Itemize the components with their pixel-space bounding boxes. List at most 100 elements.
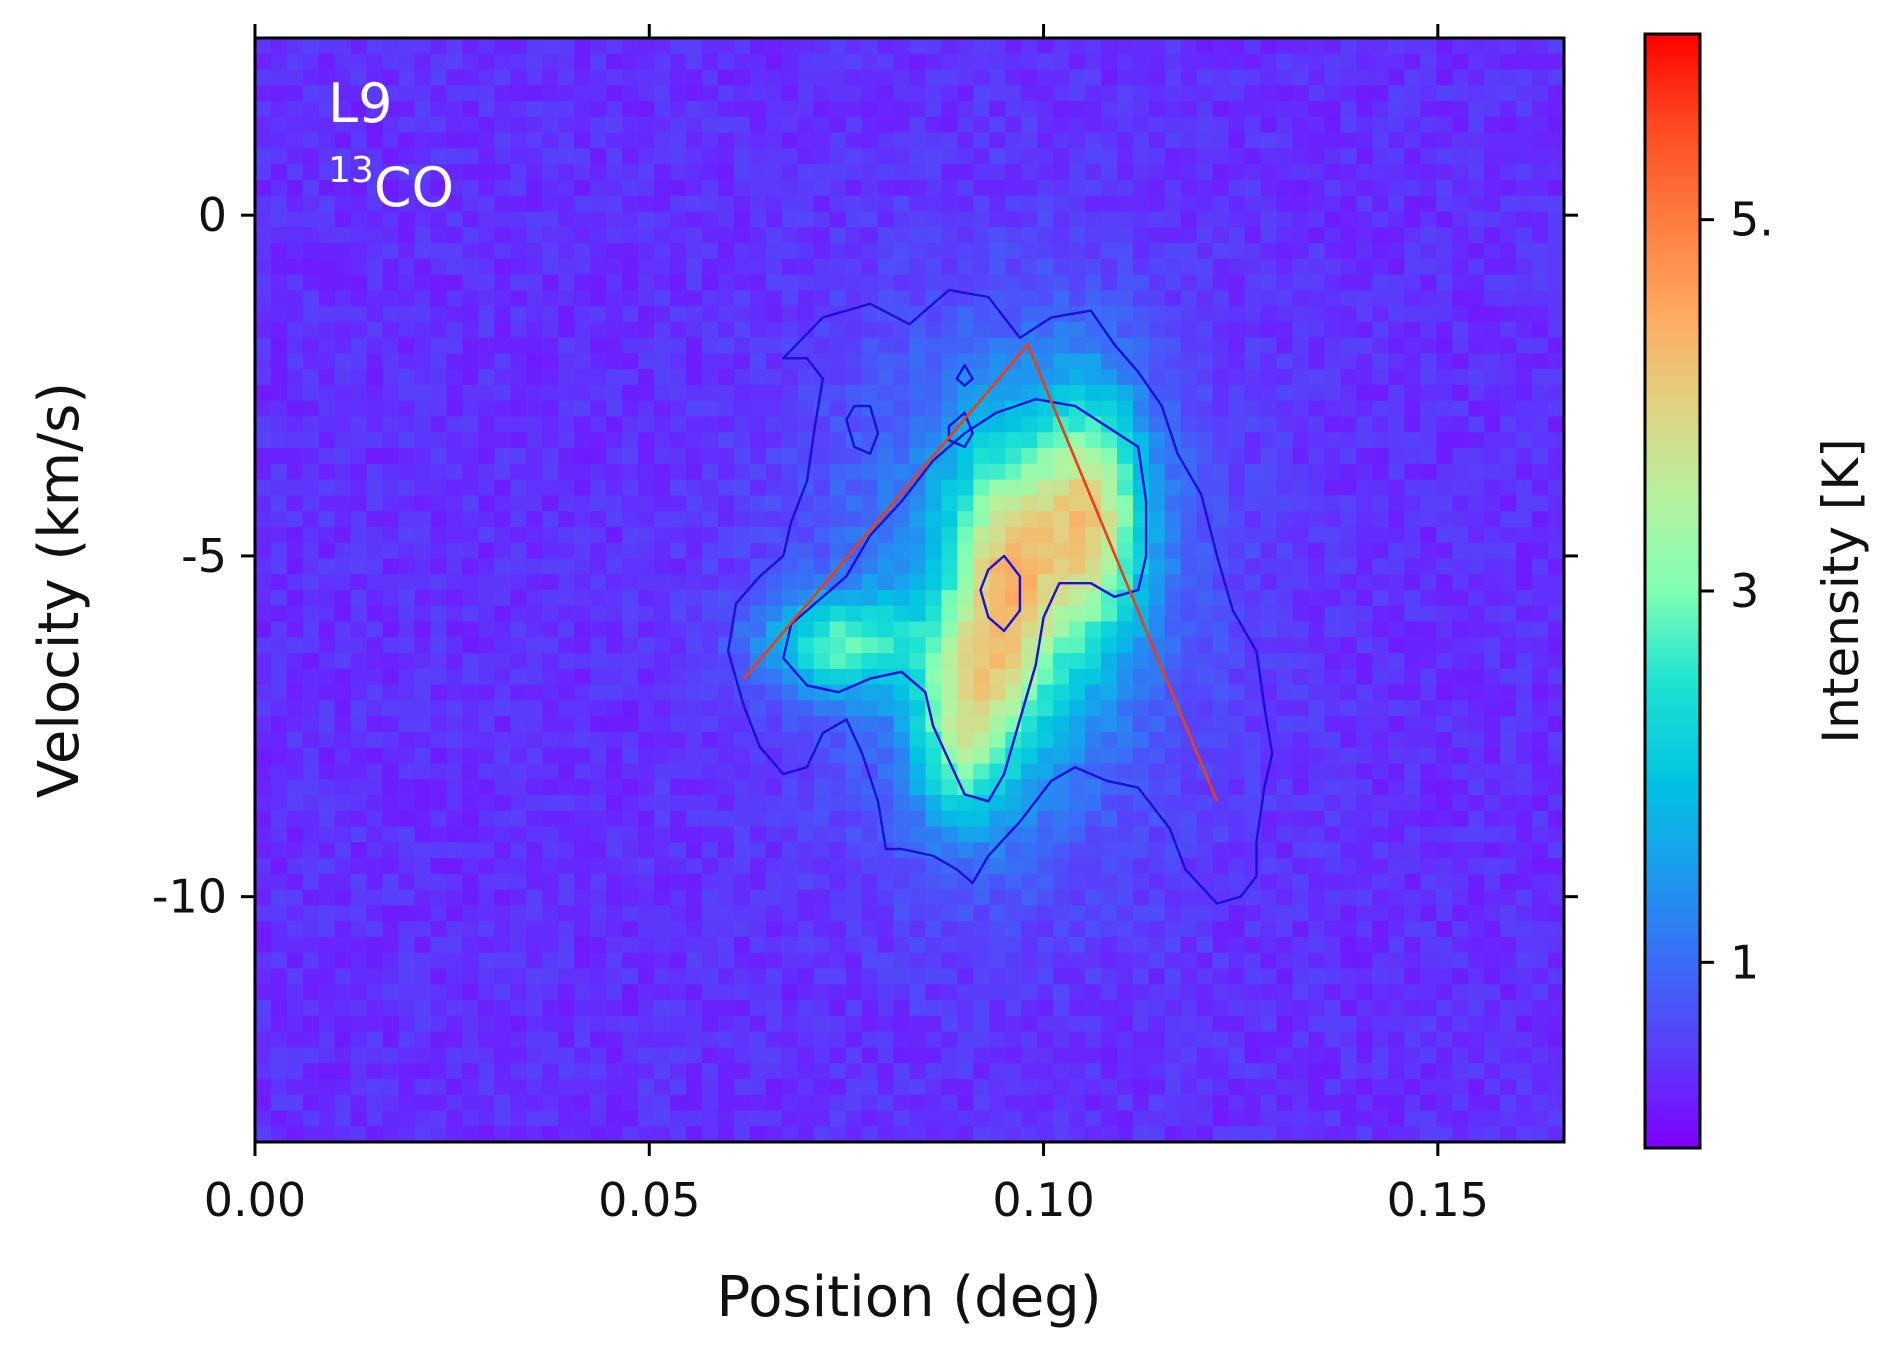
heatmap-cell [1276, 984, 1294, 1001]
heatmap-cell [574, 132, 591, 149]
heatmap-cell [1308, 984, 1326, 1001]
heatmap-cell [1324, 306, 1342, 323]
heatmap-cell [654, 321, 671, 339]
heatmap-cell [845, 526, 863, 544]
heatmap-cell [1037, 227, 1054, 244]
heatmap-cell [829, 290, 847, 307]
heatmap-cell [781, 116, 799, 134]
heatmap-cell [255, 337, 272, 355]
heatmap-cell [1117, 763, 1134, 780]
heatmap-cell [957, 605, 974, 623]
heatmap-cell [1420, 905, 1437, 922]
heatmap-cell [270, 195, 288, 213]
heatmap-cell [542, 463, 559, 481]
heatmap-cell [1101, 952, 1118, 970]
heatmap-cell [797, 511, 815, 528]
heatmap-cell [1164, 321, 1182, 339]
heatmap-cell [526, 432, 543, 449]
heatmap-cell [1372, 101, 1389, 118]
heatmap-cell [1324, 448, 1342, 465]
heatmap-cell [893, 164, 911, 181]
heatmap-cell [526, 810, 543, 828]
heatmap-cell [701, 274, 719, 291]
heatmap-cell [1196, 968, 1214, 985]
heatmap-cell [1356, 101, 1374, 118]
heatmap-cell [989, 511, 1006, 528]
heatmap-cell [941, 984, 958, 1001]
heatmap-cell [334, 700, 352, 717]
heatmap-cell [414, 321, 432, 339]
heatmap-cell [350, 653, 368, 670]
heatmap-cell [893, 243, 911, 260]
heatmap-cell [829, 542, 847, 560]
heatmap-cell [686, 542, 703, 560]
heatmap-cell [1148, 731, 1166, 749]
heatmap-cell [1164, 148, 1182, 165]
heatmap-cell [861, 952, 879, 970]
heatmap-cell [1340, 243, 1358, 260]
heatmap-cell [1500, 495, 1517, 512]
heatmap-cell [1244, 69, 1262, 86]
heatmap-cell [255, 968, 272, 985]
heatmap-cell [430, 605, 448, 623]
heatmap-cell [1069, 936, 1086, 954]
heatmap-cell [1164, 621, 1182, 638]
heatmap-cell [654, 700, 671, 717]
heatmap-cell [1516, 432, 1533, 449]
heatmap-cell [1532, 306, 1549, 323]
heatmap-cell [1500, 731, 1517, 749]
heatmap-cell [1244, 227, 1262, 244]
heatmap-cell [893, 779, 911, 796]
heatmap-cell [941, 668, 958, 686]
heatmap-cell [1324, 274, 1342, 291]
heatmap-cell [909, 605, 927, 623]
heatmap-cell [1101, 747, 1118, 765]
heatmap-cell [1532, 69, 1549, 86]
heatmap-cell [797, 826, 815, 843]
heatmap-cell [701, 306, 719, 323]
heatmap-cell [717, 432, 735, 449]
heatmap-cell [366, 700, 384, 717]
heatmap-cell [909, 542, 927, 560]
heatmap-cell [302, 700, 320, 717]
heatmap-cell [861, 842, 879, 859]
heatmap-cell [1356, 179, 1374, 197]
heatmap-cell [1021, 542, 1038, 560]
heatmap-cell [622, 306, 639, 323]
heatmap-cell [494, 968, 512, 985]
heatmap-cell [1356, 826, 1374, 843]
heatmap-cell [478, 952, 496, 970]
heatmap-cell [1196, 400, 1214, 418]
heatmap-cell [1196, 495, 1214, 512]
heatmap-cell [829, 495, 847, 512]
heatmap-cell [989, 936, 1006, 954]
heatmap-cell [925, 511, 943, 528]
heatmap-cell [1005, 132, 1022, 149]
heatmap-cell [1532, 148, 1549, 165]
heatmap-cell [1117, 668, 1134, 686]
heatmap-cell [686, 747, 703, 765]
heatmap-cell [670, 211, 687, 228]
heatmap-cell [973, 511, 990, 528]
heatmap-cell [398, 621, 416, 638]
heatmap-cell [1516, 116, 1533, 134]
heatmap-cell [1132, 716, 1150, 733]
heatmap-cell [893, 984, 911, 1001]
heatmap-cell [446, 195, 464, 213]
heatmap-cell [430, 810, 448, 828]
heatmap-cell [1180, 258, 1198, 276]
heatmap-cell [877, 101, 895, 118]
heatmap-cell [478, 984, 496, 1001]
heatmap-cell [334, 306, 352, 323]
heatmap-cell [542, 779, 559, 796]
heatmap-cell [1021, 306, 1038, 323]
heatmap-cell [430, 384, 448, 402]
heatmap-cell [1164, 38, 1182, 55]
heatmap-cell [398, 511, 416, 528]
heatmap-cell [255, 795, 272, 812]
heatmap-cell [909, 321, 927, 339]
heatmap-cell [526, 511, 543, 528]
heatmap-cell [1292, 448, 1310, 465]
heatmap-cell [829, 526, 847, 544]
heatmap-cell [861, 858, 879, 875]
